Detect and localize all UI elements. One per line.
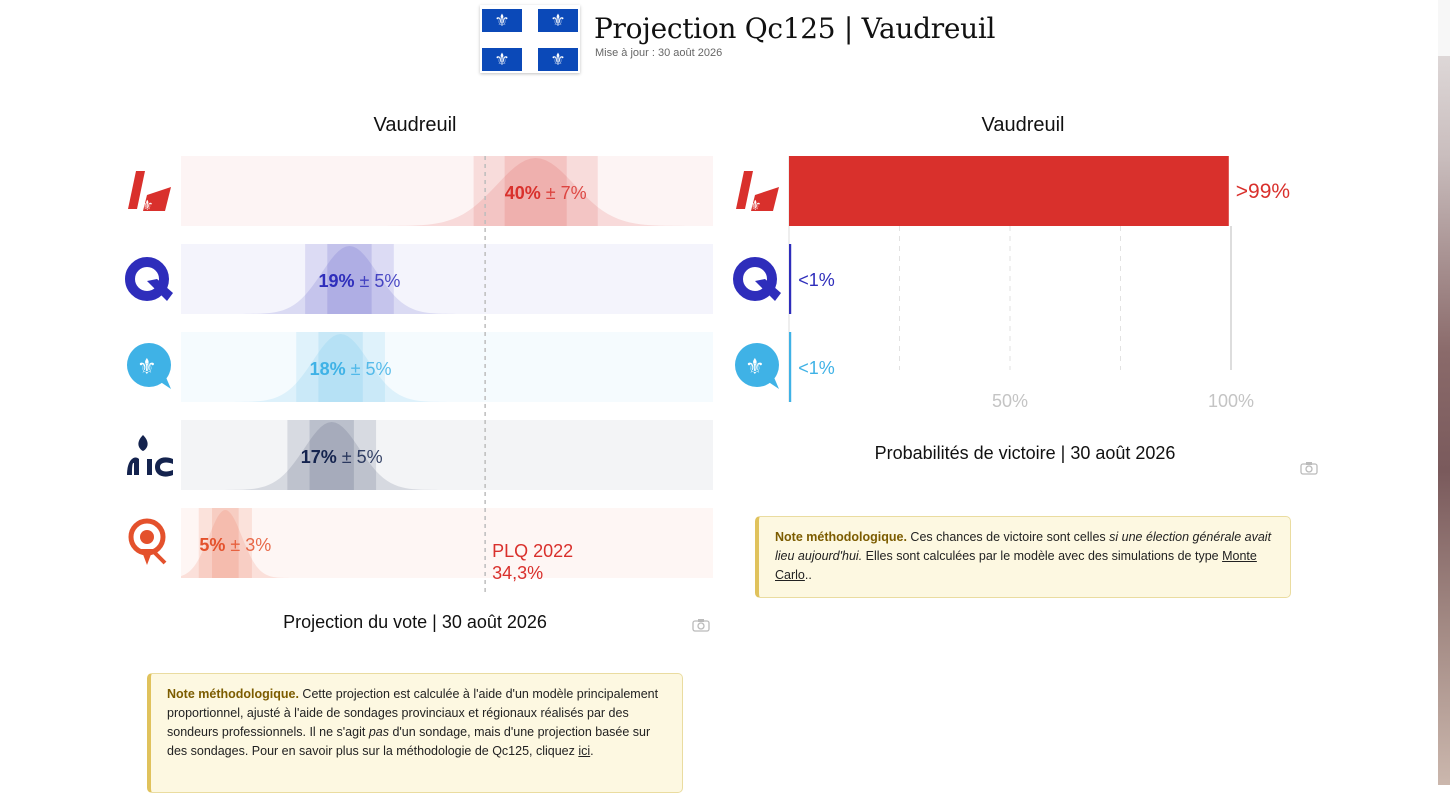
margin-band [305, 244, 394, 314]
note-emphasis: pas [368, 725, 389, 739]
svg-text:⚜: ⚜ [749, 197, 762, 213]
row-background [181, 156, 713, 226]
fleur-de-lis-icon: ⚜ [538, 48, 578, 71]
inner-margin-band [327, 244, 372, 314]
probability-label: <1% [798, 270, 835, 290]
distribution-curve [181, 510, 292, 578]
vote-share-label: 18% ± 5% [310, 359, 392, 379]
margin-label: ± 5% [346, 359, 392, 379]
vote-share-value: 18% [310, 359, 346, 379]
axis-tick-label: 100% [1208, 391, 1254, 411]
pq-logo: ⚜ [123, 341, 175, 393]
plq-logo: ⚜ [731, 165, 783, 217]
svg-text:⚜: ⚜ [745, 354, 765, 379]
vote-share-label: 40% ± 7% [505, 183, 587, 203]
fleur-de-lis-icon: ⚜ [482, 9, 522, 32]
pcq-logo [123, 429, 175, 481]
probability-bar [789, 332, 792, 402]
probability-label: <1% [798, 358, 835, 378]
note-lead: Note méthodologique. [167, 687, 299, 701]
note-lead: Note méthodologique. [775, 530, 907, 544]
vote-share-value: 5% [199, 535, 225, 555]
page-title: Projection Qc125 | Vaudreuil [594, 12, 996, 45]
reference-label: PLQ 2022 [492, 541, 573, 561]
inner-margin-band [504, 156, 567, 226]
svg-text:⚜: ⚜ [141, 197, 154, 213]
distribution-group [380, 156, 691, 226]
vote-share-label: 19% ± 5% [318, 271, 400, 291]
vote-share-value: 40% [505, 183, 541, 203]
monte-carlo-link[interactable]: Monte Carlo [775, 549, 1257, 582]
probability-label: >99% [1236, 180, 1290, 203]
note-text: Ces chances de victoire sont celles [906, 530, 1110, 544]
row-background [181, 508, 713, 578]
vote-method-note: Note méthodologique. Cette projection es… [147, 673, 683, 793]
fleur-de-lis-icon: ⚜ [538, 9, 578, 32]
win-chart-title: Vaudreuil [981, 114, 1065, 136]
note-text: . [590, 744, 594, 758]
inner-margin-band [318, 332, 363, 402]
margin-band [473, 156, 598, 226]
vote-share-label: 17% ± 5% [301, 447, 383, 467]
distribution-curve [380, 158, 691, 226]
distribution-group [220, 420, 443, 490]
inner-margin-band [309, 420, 354, 490]
inner-margin-band [212, 508, 239, 578]
distribution-curve [229, 334, 452, 402]
margin-label: ± 5% [355, 271, 401, 291]
row-background [181, 332, 713, 402]
axis-tick-label: 50% [992, 391, 1028, 411]
probability-bar [789, 156, 1229, 226]
margin-label: ± 3% [225, 535, 271, 555]
margin-band [198, 508, 252, 578]
win-method-note: Note méthodologique. Ces chances de vict… [755, 516, 1291, 598]
quebec-flag: ⚜ ⚜ ⚜ ⚜ [480, 5, 580, 73]
distribution-group [229, 332, 452, 402]
margin-label: ± 7% [541, 183, 587, 203]
methodology-link[interactable]: ici [578, 744, 591, 758]
camera-icon[interactable] [692, 618, 710, 632]
note-emphasis: si une élection générale avait lieu aujo… [775, 530, 1272, 563]
distribution-curve [220, 422, 443, 490]
reference-value-label: 34,3% [492, 563, 543, 583]
note-text: d'un sondage, mais d'une projection basé… [167, 725, 651, 758]
pq-logo: ⚜ [731, 341, 783, 393]
margin-band [296, 332, 385, 402]
margin-label: ± 5% [337, 447, 383, 467]
vote-share-value: 17% [301, 447, 337, 467]
vote-share-label: 5% ± 3% [199, 535, 271, 555]
update-date: Mise à jour : 30 août 2026 [595, 47, 723, 59]
note-text: Cette projection est calculée à l'aide d… [167, 687, 659, 739]
camera-icon[interactable] [1300, 461, 1318, 475]
vote-share-value: 19% [318, 271, 354, 291]
caq-logo [731, 253, 783, 305]
svg-text:⚜: ⚜ [137, 354, 157, 379]
row-background [181, 420, 713, 490]
distribution-group [181, 508, 292, 578]
probability-bar [789, 244, 792, 314]
note-text: Elles sont calculées par le modèle avec … [862, 549, 1223, 563]
vote-chart-caption: Projection du vote | 30 août 2026 [283, 612, 547, 632]
distribution-curve [238, 246, 461, 314]
caq-logo [123, 253, 175, 305]
background-edge [1438, 0, 1450, 785]
fleur-de-lis-icon: ⚜ [482, 48, 522, 71]
margin-band [287, 420, 377, 490]
plq-logo: ⚜ [123, 165, 175, 217]
qs-logo [123, 517, 175, 569]
vote-chart-title: Vaudreuil [373, 114, 457, 136]
note-text: .. [804, 568, 812, 582]
win-chart-caption: Probabilités de victoire | 30 août 2026 [874, 443, 1176, 463]
distribution-group [238, 244, 461, 314]
row-background [181, 244, 713, 314]
